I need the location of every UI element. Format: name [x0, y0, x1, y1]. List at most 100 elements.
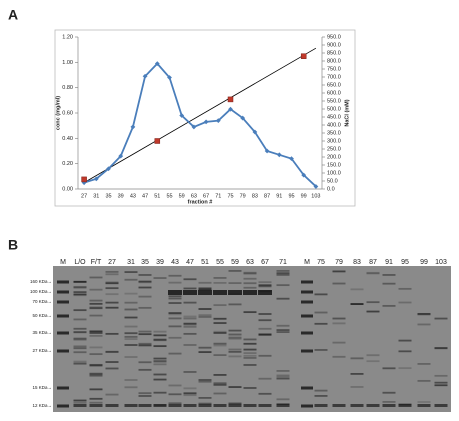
lane-label: 67 [261, 259, 269, 266]
y2-tick-label: 950.0 [327, 34, 341, 40]
gel-band [183, 387, 197, 390]
gel-band [138, 368, 152, 371]
gel-band [138, 333, 152, 336]
gel-band [276, 370, 290, 372]
gel-band [138, 286, 152, 289]
gel-band [258, 392, 272, 395]
gel-band [350, 373, 364, 375]
gel-band [57, 331, 69, 335]
lane-label: 71 [279, 259, 287, 266]
gel-band [138, 281, 152, 284]
gel-band [213, 404, 227, 407]
x-axis-title: fraction # [188, 199, 213, 205]
point [264, 148, 270, 154]
gel-band [153, 373, 167, 376]
gel-band [73, 293, 87, 296]
point [179, 113, 185, 118]
gel-band [198, 308, 212, 310]
gel-band [73, 347, 87, 350]
gel-band [258, 333, 272, 336]
y-tick-label: 0.20 [62, 161, 73, 167]
gel-band [73, 338, 87, 341]
gel-band [153, 339, 167, 342]
gel-band [198, 396, 212, 399]
gel-band [73, 331, 87, 334]
gel-band [153, 360, 167, 362]
gel-band [417, 363, 431, 365]
gel-band [153, 277, 167, 279]
gel-band [198, 402, 212, 405]
gel-band [168, 404, 182, 407]
gel-band [183, 404, 197, 407]
gel-band [124, 386, 138, 389]
gel-band [168, 312, 182, 314]
point [289, 156, 294, 161]
gel-band [213, 304, 227, 307]
gel-band [73, 331, 87, 333]
gel-band [124, 278, 138, 281]
gel-band [73, 351, 87, 354]
marker-label: 160 KDa→ [30, 279, 52, 284]
gel-band [183, 315, 197, 318]
gel-band [228, 355, 242, 358]
gel-band [198, 379, 212, 381]
gel-band [105, 351, 119, 353]
marker-label: 50 KDa→ [32, 313, 52, 318]
point [300, 53, 307, 59]
gel-band [168, 295, 182, 298]
gel-band [382, 404, 396, 407]
gel-band [198, 351, 212, 353]
gel-band [434, 404, 448, 407]
gel-band [314, 404, 328, 407]
gel-band [153, 334, 167, 337]
gel-band [168, 384, 182, 387]
gel-band [89, 332, 103, 334]
point [130, 124, 136, 130]
gel-band [332, 341, 346, 344]
gel-band [168, 302, 182, 304]
gel-band [332, 270, 346, 273]
gel-band [198, 316, 212, 318]
gel-band [228, 329, 242, 332]
gel-band [350, 357, 364, 360]
gel-band [382, 282, 396, 285]
gel-band [366, 360, 380, 363]
x-tick-label: 35 [105, 193, 111, 199]
marker-label: 15 KDa→ [32, 385, 52, 390]
gel-band [228, 290, 242, 295]
gel-band [89, 314, 103, 317]
gel-band [434, 347, 448, 350]
y2-tick-label: 500.0 [327, 106, 341, 112]
gel-band [124, 356, 138, 358]
gel-band [73, 401, 87, 404]
gel-band [124, 335, 138, 338]
point [154, 61, 160, 66]
gel-band [301, 386, 313, 390]
x-tick-label: 83 [252, 193, 258, 199]
point [81, 176, 87, 183]
y2-tick-label: 700.0 [327, 74, 341, 80]
gel-band [301, 349, 313, 353]
gel-band [105, 270, 119, 273]
gel-band [366, 404, 380, 407]
gel-band [57, 386, 69, 390]
x-tick-label: 55 [166, 193, 172, 199]
point [215, 118, 221, 123]
gel-band [183, 278, 197, 281]
gel-band [213, 322, 227, 324]
gel-band [105, 393, 119, 396]
point [93, 176, 99, 182]
gel-band [105, 293, 119, 296]
lane-label: 95 [401, 259, 409, 266]
gel-band [89, 276, 103, 279]
gel-band [276, 324, 290, 327]
lane-label: 103 [435, 259, 447, 266]
gel-band [89, 401, 103, 404]
gel-band [350, 386, 364, 388]
gel-band [183, 332, 197, 335]
x-tick-label: 75 [227, 193, 233, 199]
gel-band [332, 355, 346, 358]
y2-tick-label: 400.0 [327, 122, 341, 128]
x-tick-label: 67 [203, 193, 209, 199]
